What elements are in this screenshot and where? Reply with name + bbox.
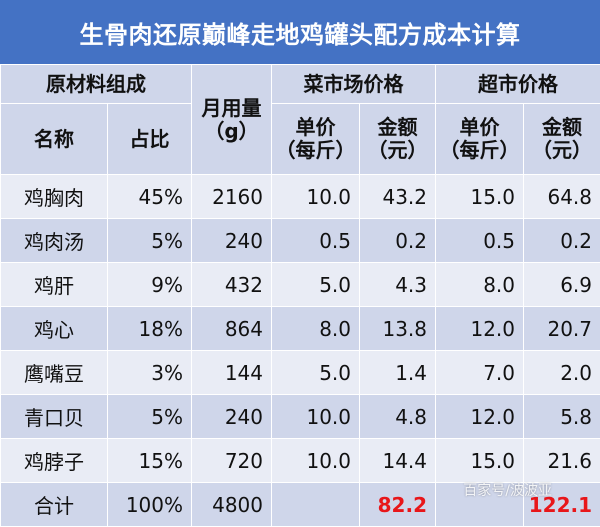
table-title: 生骨肉还原巅峰走地鸡罐头配方成本计算 bbox=[0, 0, 600, 64]
ingredients-group-header: 原材料组成 bbox=[1, 65, 192, 104]
unit-price-unit: （每斤） bbox=[272, 139, 359, 162]
ratio-cell: 15% bbox=[108, 439, 192, 483]
super-amount-cell: 5.8 bbox=[524, 395, 600, 439]
super-amount-cell: 64.8 bbox=[524, 175, 600, 219]
usage-cell: 240 bbox=[192, 219, 272, 263]
usage-cell: 720 bbox=[192, 439, 272, 483]
super-unit-price-header: 单价 （每斤） bbox=[436, 104, 524, 175]
ratio-cell: 3% bbox=[108, 351, 192, 395]
super-amount-cell: 20.7 bbox=[524, 307, 600, 351]
market-unit-price-cell: 8.0 bbox=[272, 307, 360, 351]
total-market-amount-cell: 82.2 bbox=[360, 483, 436, 527]
ratio-cell: 45% bbox=[108, 175, 192, 219]
market-price-group-header: 菜市场价格 bbox=[272, 65, 436, 104]
market-unit-price-cell: 0.5 bbox=[272, 219, 360, 263]
supermarket-price-group-header: 超市价格 bbox=[436, 65, 600, 104]
super-unit-price-cell: 0.5 bbox=[436, 219, 524, 263]
empty-cell bbox=[272, 483, 360, 527]
ingredient-name-cell: 青口贝 bbox=[1, 395, 108, 439]
ratio-header: 占比 bbox=[108, 104, 192, 175]
market-amount-cell: 4.8 bbox=[360, 395, 436, 439]
amount-unit: （元） bbox=[360, 139, 435, 162]
super-unit-price-cell: 12.0 bbox=[436, 395, 524, 439]
market-amount-cell: 43.2 bbox=[360, 175, 436, 219]
total-label-cell: 合计 bbox=[1, 483, 108, 527]
market-unit-price-cell: 5.0 bbox=[272, 351, 360, 395]
total-ratio-cell: 100% bbox=[108, 483, 192, 527]
super-unit-price-cell: 15.0 bbox=[436, 175, 524, 219]
ingredient-name-cell: 鸡肉汤 bbox=[1, 219, 108, 263]
unit-price-label: 单价 bbox=[436, 116, 523, 139]
ratio-cell: 18% bbox=[108, 307, 192, 351]
monthly-usage-label: 月用量 bbox=[192, 97, 271, 120]
amount-label: 金额 bbox=[524, 116, 600, 139]
usage-cell: 240 bbox=[192, 395, 272, 439]
unit-price-label: 单价 bbox=[272, 116, 359, 139]
usage-cell: 432 bbox=[192, 263, 272, 307]
market-amount-header: 金额 （元） bbox=[360, 104, 436, 175]
name-header: 名称 bbox=[1, 104, 108, 175]
market-amount-cell: 1.4 bbox=[360, 351, 436, 395]
super-amount-header: 金额 （元） bbox=[524, 104, 600, 175]
market-unit-price-cell: 10.0 bbox=[272, 395, 360, 439]
super-amount-cell: 21.6 bbox=[524, 439, 600, 483]
market-amount-cell: 13.8 bbox=[360, 307, 436, 351]
super-unit-price-cell: 15.0 bbox=[436, 439, 524, 483]
amount-label: 金额 bbox=[360, 116, 435, 139]
market-amount-cell: 4.3 bbox=[360, 263, 436, 307]
super-unit-price-cell: 7.0 bbox=[436, 351, 524, 395]
unit-price-unit: （每斤） bbox=[436, 139, 523, 162]
market-unit-price-cell: 5.0 bbox=[272, 263, 360, 307]
usage-cell: 2160 bbox=[192, 175, 272, 219]
ratio-cell: 5% bbox=[108, 219, 192, 263]
monthly-usage-header: 月用量 （g） bbox=[192, 65, 272, 175]
ingredient-name-cell: 鸡心 bbox=[1, 307, 108, 351]
market-amount-cell: 14.4 bbox=[360, 439, 436, 483]
super-unit-price-cell: 8.0 bbox=[436, 263, 524, 307]
ratio-cell: 5% bbox=[108, 395, 192, 439]
monthly-usage-unit: （g） bbox=[192, 120, 271, 143]
ingredient-name-cell: 鸡脖子 bbox=[1, 439, 108, 483]
usage-cell: 864 bbox=[192, 307, 272, 351]
super-amount-cell: 0.2 bbox=[524, 219, 600, 263]
ingredient-name-cell: 鸡肝 bbox=[1, 263, 108, 307]
usage-cell: 144 bbox=[192, 351, 272, 395]
ratio-cell: 9% bbox=[108, 263, 192, 307]
super-amount-cell: 6.9 bbox=[524, 263, 600, 307]
watermark: 百家号/波波亚 bbox=[463, 480, 552, 500]
amount-unit: （元） bbox=[524, 139, 600, 162]
total-usage-cell: 4800 bbox=[192, 483, 272, 527]
cost-table: 原材料组成 月用量 （g） 菜市场价格 超市价格 名称 占比 单价 （每斤） 金… bbox=[0, 64, 600, 527]
market-unit-price-cell: 10.0 bbox=[272, 175, 360, 219]
market-unit-price-cell: 10.0 bbox=[272, 439, 360, 483]
market-amount-cell: 0.2 bbox=[360, 219, 436, 263]
ingredient-name-cell: 鸡胸肉 bbox=[1, 175, 108, 219]
ingredient-name-cell: 鹰嘴豆 bbox=[1, 351, 108, 395]
super-unit-price-cell: 12.0 bbox=[436, 307, 524, 351]
super-amount-cell: 2.0 bbox=[524, 351, 600, 395]
market-unit-price-header: 单价 （每斤） bbox=[272, 104, 360, 175]
